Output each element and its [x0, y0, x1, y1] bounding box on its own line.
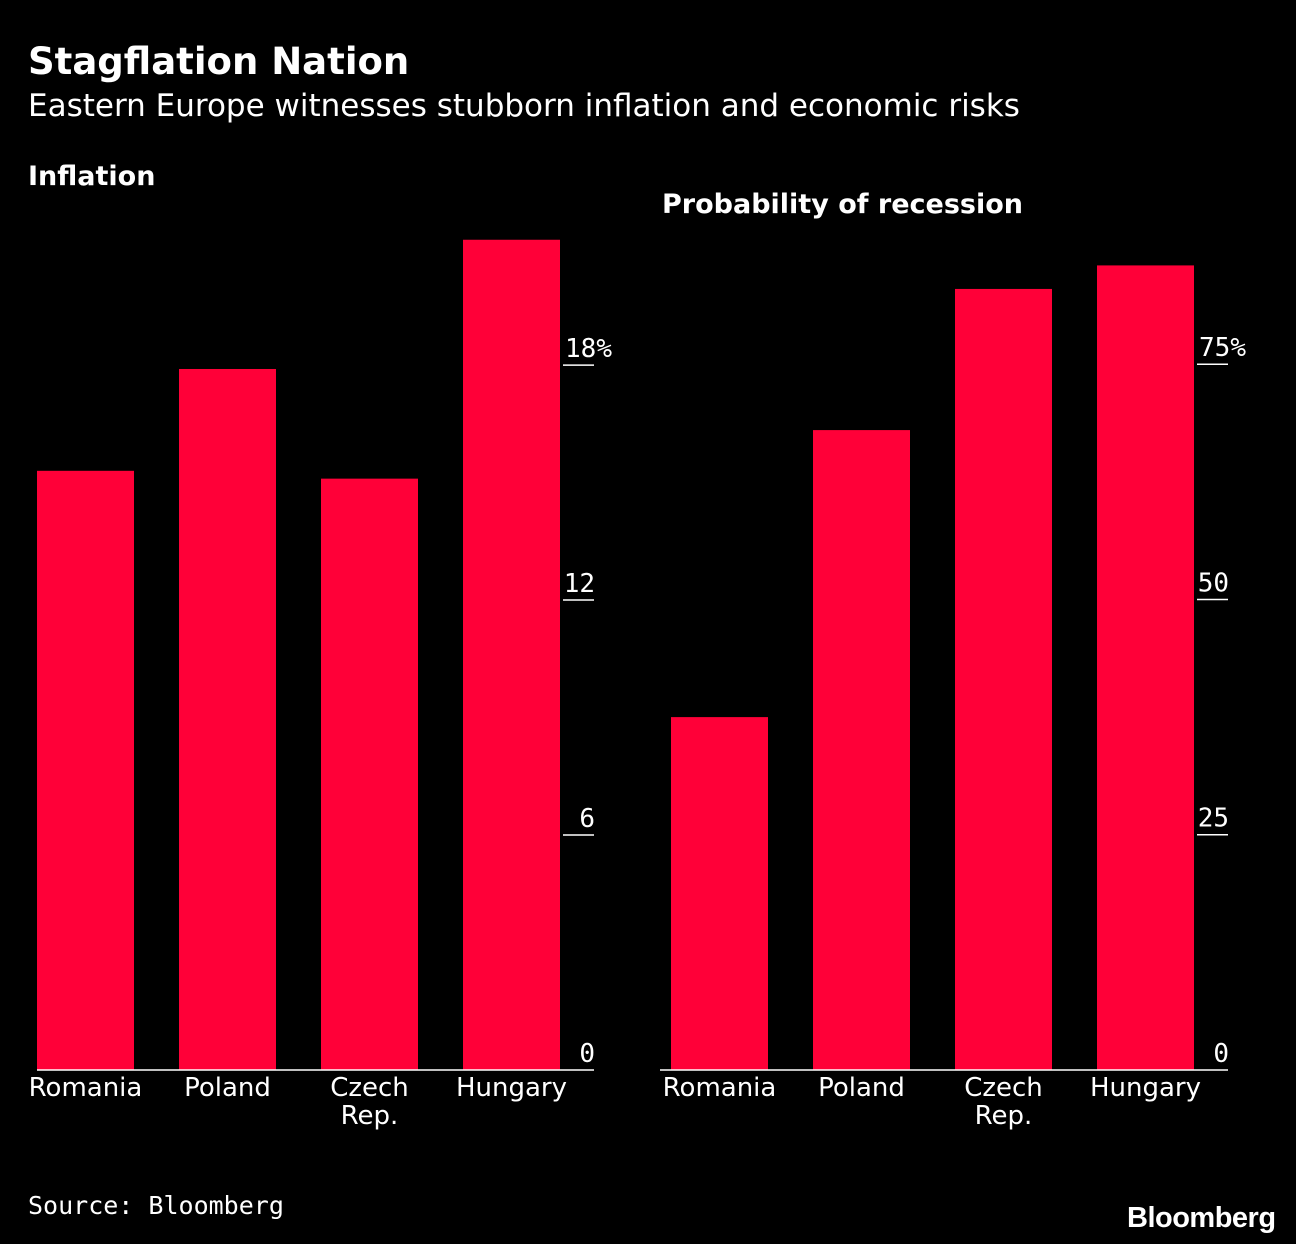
inflation-panel: Inflation Romania Poland Czech Rep. Hungary 0… — [28, 161, 612, 1131]
inflation-category-label: Czech Rep. — [330, 1073, 409, 1131]
recession-bar-poland — [813, 430, 910, 1070]
inflation-category-label: Hungary — [456, 1073, 567, 1103]
inflation-tick-label: 6 — [579, 804, 595, 834]
bloomberg-logo: Bloomberg — [1127, 1202, 1276, 1234]
inflation-panel-title: Inflation — [28, 161, 155, 192]
recession-bar-hungary — [1097, 265, 1194, 1070]
recession-bar-romania — [671, 717, 768, 1070]
recession-panel-title: Probability of recession — [662, 189, 1023, 220]
inflation-tick-label: 18% — [565, 334, 612, 364]
recession-bar-czech-rep — [955, 288, 1052, 1070]
recession-category-label: Hungary — [1090, 1073, 1201, 1103]
inflation-category-label: Poland — [184, 1073, 271, 1103]
inflation-tick-label: 12 — [564, 569, 595, 599]
inflation-bar-hungary — [463, 239, 560, 1070]
recession-tick-label: 75% — [1199, 333, 1246, 363]
inflation-category-label: Romania — [29, 1073, 143, 1103]
source-note: Source: Bloomberg — [28, 1191, 284, 1220]
recession-panel: Probability of recession Romania Poland Cz… — [660, 189, 1246, 1131]
inflation-tick-label: 0 — [579, 1039, 595, 1069]
inflation-bar-czech-rep — [321, 478, 418, 1070]
chart-subtitle: Eastern Europe witnesses stubborn inflat… — [28, 88, 1020, 124]
recession-tick-label: 25 — [1198, 804, 1229, 834]
recession-category-label: Poland — [818, 1073, 905, 1103]
recession-tick-label: 50 — [1198, 568, 1229, 598]
inflation-bar-poland — [179, 368, 276, 1070]
recession-category-label: Romania — [663, 1073, 777, 1103]
recession-tick-label: 0 — [1213, 1039, 1229, 1069]
chart-title: Stagflation Nation — [28, 40, 410, 83]
inflation-bar-romania — [37, 470, 134, 1070]
recession-category-label: Czech Rep. — [964, 1073, 1043, 1131]
